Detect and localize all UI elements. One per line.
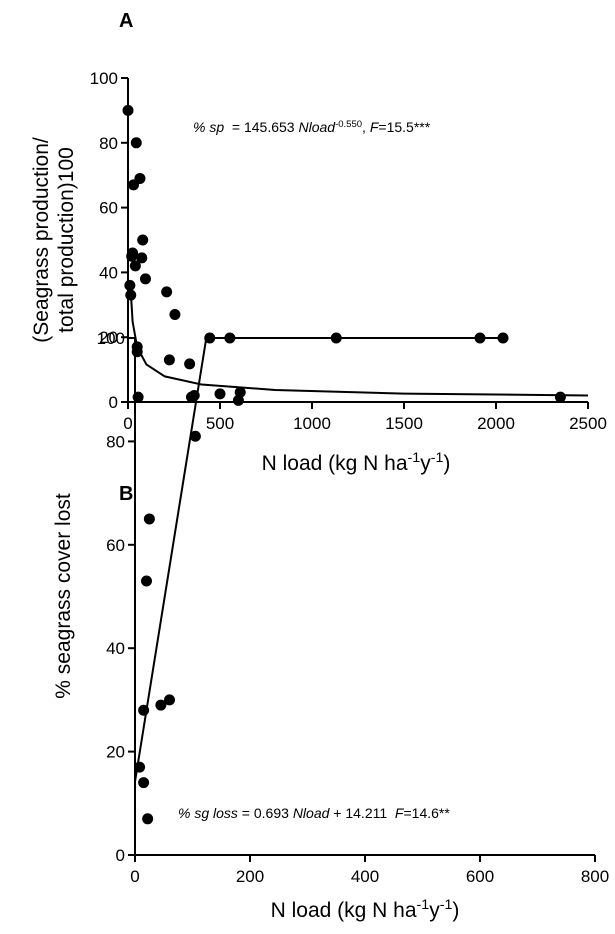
x-tick-label: 400 (351, 867, 379, 886)
text-segment: F (395, 805, 405, 821)
data-point (155, 699, 167, 711)
x-tick-label: 200 (236, 867, 264, 886)
annotation: % sg loss = 0.693 Nload + 14.211 F=14.6*… (178, 805, 450, 821)
data-point (122, 104, 134, 116)
y-tick-label: 80 (99, 134, 118, 153)
y-tick-label: 60 (99, 199, 118, 218)
panel-label: B (119, 483, 133, 505)
text-segment: -0.550 (335, 119, 362, 130)
data-point (184, 358, 196, 370)
text-segment: y (429, 899, 440, 922)
data-point (142, 813, 154, 825)
data-point (129, 260, 141, 272)
data-point (554, 391, 566, 403)
x-axis-label: N load (kg N ha-1y-1) (262, 450, 451, 475)
text-segment: % sp (193, 119, 224, 135)
text-segment: -1 (408, 450, 421, 466)
y-tick-label: 40 (99, 263, 118, 282)
x-tick-label: 1500 (385, 414, 423, 433)
text-segment: N load (kg N ha (271, 899, 417, 922)
text-segment: , (362, 119, 370, 135)
text-segment: F (370, 119, 380, 135)
y-axis-label: total production)100 (55, 147, 78, 333)
y-tick-label: 80 (106, 432, 125, 451)
y-tick-label: 40 (106, 639, 125, 658)
x-tick-label: 800 (581, 867, 609, 886)
y-tick-label: 100 (90, 69, 118, 88)
data-point (214, 388, 226, 400)
text-segment: Nload (298, 119, 336, 135)
text-segment: ) (452, 899, 459, 922)
data-point (127, 247, 139, 259)
data-point (164, 694, 175, 706)
data-point (130, 137, 142, 149)
text-segment: N load (kg N ha (262, 452, 408, 475)
x-tick-label: 500 (206, 414, 234, 433)
text-segment: -1 (440, 897, 453, 913)
y-tick-label: 0 (116, 846, 125, 865)
data-point (134, 172, 146, 184)
x-tick-label: 0 (130, 867, 139, 886)
text-segment: =14.6** (403, 805, 450, 821)
text-segment: = 0.693 (238, 805, 293, 821)
x-tick-label: 0 (123, 414, 132, 433)
data-point (137, 234, 149, 246)
data-point (139, 273, 151, 285)
fit-line (129, 281, 589, 397)
data-point (136, 252, 148, 264)
data-point (163, 354, 175, 366)
x-tick-label: 600 (466, 867, 494, 886)
text-segment: = 145.653 (224, 119, 298, 135)
text-segment: y (420, 452, 431, 475)
x-tick-label: 2500 (569, 414, 607, 433)
text-segment: ) (443, 452, 450, 475)
data-point (143, 513, 155, 525)
data-point (161, 286, 173, 298)
data-point (141, 575, 152, 587)
annotation: % sp = 145.653 Nload-0.550, F=15.5*** (193, 119, 431, 136)
text-segment: % sg loss (178, 805, 238, 821)
text-segment: =15.5*** (378, 119, 430, 135)
text-segment: + 14.211 (329, 805, 395, 821)
text-segment: -1 (417, 897, 430, 913)
x-tick-label: 1000 (293, 414, 331, 433)
data-point (138, 777, 150, 789)
y-tick-label: 60 (106, 536, 125, 555)
text-segment: Nload (293, 805, 331, 821)
y-axis-label: % seagrass cover lost (52, 493, 75, 699)
text-segment: -1 (431, 450, 444, 466)
panel-label: A (119, 10, 133, 32)
data-point (234, 386, 246, 398)
data-point (189, 430, 201, 442)
y-tick-label: 0 (109, 393, 118, 412)
y-tick-label: 100 (97, 329, 125, 348)
x-tick-label: 2000 (477, 414, 515, 433)
y-tick-label: 20 (106, 743, 125, 762)
x-axis-label: N load (kg N ha-1y-1) (271, 897, 460, 922)
y-tick-label: 20 (99, 328, 118, 347)
y-axis-label: (Seagrass production/ (30, 137, 53, 343)
fit-line (134, 337, 503, 782)
data-point (169, 309, 181, 321)
